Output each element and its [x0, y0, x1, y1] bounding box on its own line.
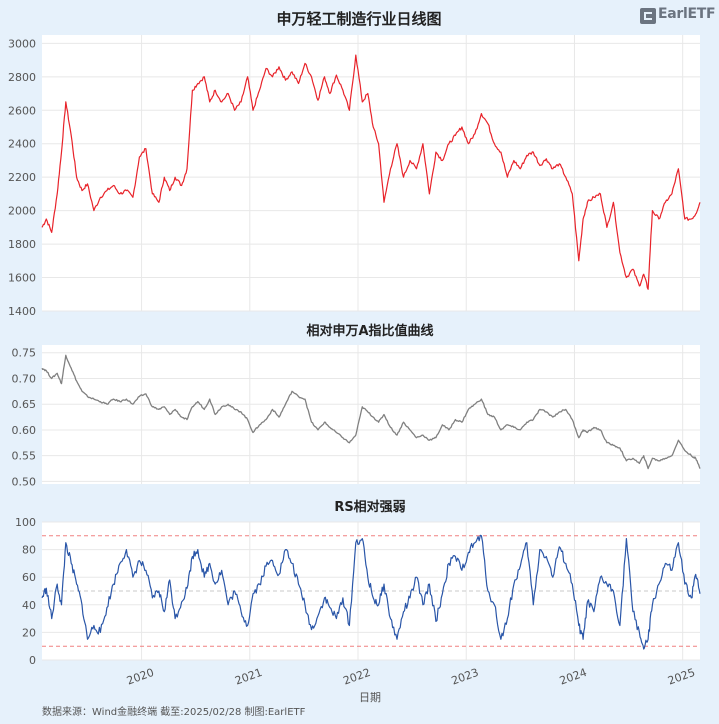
y-tick-label: 0	[29, 654, 36, 667]
y-tick-label: 20	[22, 626, 36, 639]
y-tick-label: 1600	[8, 272, 36, 285]
y-tick-label: 1800	[8, 238, 36, 251]
x-tick-label: 2024	[558, 666, 589, 688]
y-tick-label: 80	[22, 544, 36, 557]
brand-logo: EarlETF	[640, 6, 716, 30]
panel-background	[42, 35, 700, 311]
y-tick-label: 40	[22, 599, 36, 612]
y-tick-label: 0.55	[12, 450, 37, 463]
x-tick-label: 2020	[125, 666, 156, 688]
panel2-title: 相对申万A指比值曲线	[306, 323, 433, 339]
y-tick-label: 2000	[8, 205, 36, 218]
footer-source: 数据来源：Wind金融终端 截至:2025/02/28 制图:EarlETF	[42, 705, 306, 718]
y-tick-label: 0.70	[12, 372, 37, 385]
panel1-title: 申万轻工制造行业日线图	[276, 10, 441, 28]
y-tick-label: 2400	[8, 138, 36, 151]
panel2-plot: 0.50 0.55 0.60 0.65 0.70 0.75	[12, 345, 701, 488]
y-tick-label: 0.65	[12, 398, 37, 411]
series-line	[41, 54, 701, 290]
x-tick-label: 2025	[666, 666, 697, 688]
y-tick-label: 3000	[8, 37, 36, 50]
y-tick-label: 0.75	[12, 347, 37, 360]
y-tick-label: 1400	[8, 305, 36, 318]
y-tick-label: 60	[22, 571, 36, 584]
x-tick-label: 2021	[233, 666, 264, 688]
y-tick-label: 100	[15, 516, 36, 529]
panel-background	[42, 345, 700, 484]
x-axis-label: 日期	[359, 691, 381, 704]
series-line	[41, 534, 701, 650]
y-tick-label: 2800	[8, 71, 36, 84]
logo-text: EarlETF	[658, 6, 716, 22]
y-tick-label: 0.50	[12, 475, 37, 488]
x-tick-label: 2022	[341, 666, 372, 688]
x-axis-ticks: 2020 2021 2022 2023 2024 2025	[125, 666, 697, 688]
panel3-plot: 0 20 40 60 80 100	[15, 516, 701, 667]
series-line	[41, 354, 701, 470]
panel3-title: RS相对强弱	[334, 499, 405, 515]
y-tick-label: 0.60	[12, 424, 37, 437]
panel1-plot: 1400 1600 1800 2000 2200 2400 2600 2800 3000	[8, 35, 701, 318]
x-tick-label: 2023	[450, 666, 481, 688]
y-tick-label: 2200	[8, 171, 36, 184]
y-tick-label: 2600	[8, 104, 36, 117]
logo-icon	[640, 8, 656, 24]
